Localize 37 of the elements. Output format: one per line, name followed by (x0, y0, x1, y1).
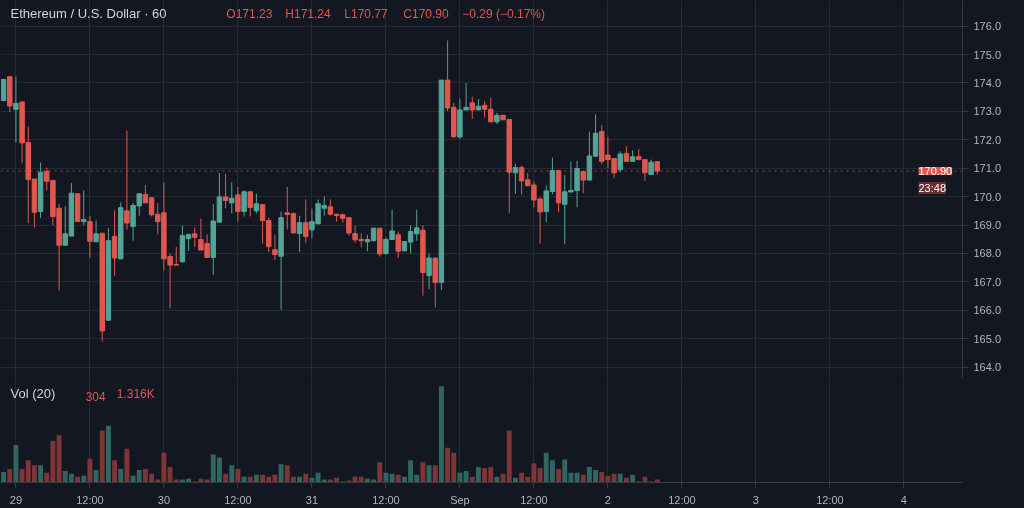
annotation: 1.316K (116, 386, 155, 401)
chart-title: Ethereum / U.S. Dollar · 60 (10, 5, 167, 21)
y-tick-label: 165.0 (973, 332, 1002, 345)
annotation: C170.90 (403, 6, 449, 21)
annotation: 23:48 (918, 182, 947, 195)
y-tick-label: 173.0 (973, 105, 1002, 118)
y-tick-label: 170.0 (973, 190, 1002, 203)
y-tick-label: 175.0 (973, 48, 1002, 61)
annotation: O171.23 (226, 6, 273, 21)
y-tick-label: 168.0 (973, 247, 1002, 260)
y-tick-label: 166.0 (973, 304, 1002, 317)
annotation: 304 (85, 389, 107, 404)
x-tick-label: 12:00 (76, 493, 104, 506)
y-tick-label: 169.0 (973, 219, 1002, 232)
x-tick-label: 4 (900, 493, 907, 506)
x-tick-label: 29 (9, 493, 23, 506)
x-tick-label: 3 (752, 493, 759, 506)
x-tick-label: 12:00 (816, 493, 844, 506)
y-tick-label: 174.0 (973, 76, 1002, 89)
x-tick-label: 12:00 (372, 493, 400, 506)
x-tick-label: 12:00 (668, 493, 696, 506)
ref-line-label: 170.90 (918, 165, 953, 178)
x-tick-label: 31 (305, 493, 319, 506)
annotation: L170.77 (344, 6, 388, 21)
y-tick-label: 164.0 (973, 361, 1002, 374)
y-tick-label: 176.0 (973, 20, 1002, 33)
annotation: H171.24 (285, 6, 331, 21)
chart-title: Vol (20) (10, 385, 56, 401)
y-tick-label: 171.0 (973, 162, 1002, 175)
x-tick-label: 12:00 (520, 493, 548, 506)
y-tick-label: 167.0 (973, 275, 1002, 288)
x-tick-label: 2 (604, 493, 611, 506)
x-tick-label: 30 (157, 493, 171, 506)
annotation: −0.29 (−0.17%) (462, 6, 546, 21)
y-tick-label: 172.0 (973, 133, 1002, 146)
x-tick-label: Sep (450, 493, 470, 506)
x-tick-label: 12:00 (224, 493, 252, 506)
